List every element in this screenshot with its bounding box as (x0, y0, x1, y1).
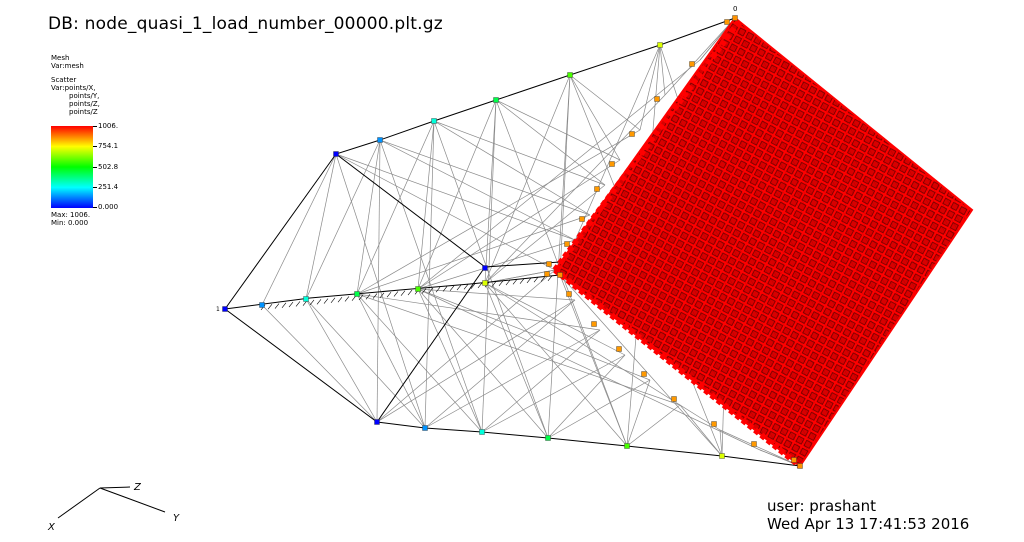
scatter-point (564, 241, 570, 247)
triad-x-label: X (47, 522, 56, 533)
color-bar-tick (93, 167, 97, 168)
scatter-point (479, 429, 485, 435)
scatter-point (689, 61, 695, 67)
mesh-outline (224, 17, 801, 467)
scatter-point (374, 419, 380, 425)
scatter-legend: Scatter Var:points/X, points/Y, points/Z… (51, 76, 100, 116)
scatter-point (641, 371, 647, 377)
timestamp-label: Wed Apr 13 17:41:53 2016 (767, 515, 970, 533)
color-bar-tick-label: 502.8 (98, 163, 119, 171)
scatter-legend-var-2: points/Y, (69, 92, 100, 100)
color-bar-tick (93, 207, 97, 208)
scatter-point (431, 118, 437, 124)
db-title: DB: node_quasi_1_load_number_00000.plt.g… (48, 14, 443, 34)
color-bar-tick (93, 187, 97, 188)
scatter-point (546, 261, 552, 267)
scatter-point (415, 286, 421, 292)
scatter-point (377, 137, 383, 143)
scatter-point (609, 161, 615, 167)
scatter-point (566, 291, 572, 297)
scatter-points (222, 15, 803, 469)
scatter-point (579, 216, 585, 222)
scatter-point (732, 15, 738, 21)
plot-footer: user: prashant Wed Apr 13 17:41:53 2016 (767, 497, 969, 533)
min-label: Min: 0.000 (51, 219, 89, 227)
scatter-point (333, 151, 339, 157)
mesh-legend-title: Mesh (51, 54, 70, 62)
triad-x-axis (57, 487, 101, 519)
color-bar (51, 126, 93, 208)
mesh-legend: Mesh Var:mesh (51, 54, 100, 70)
min-max-readout: Max: 1006. Min: 0.000 (51, 211, 90, 227)
scatter-point (303, 296, 309, 302)
color-bar-tick (93, 126, 97, 127)
color-bar-tick-label: 251.4 (98, 183, 119, 191)
scatter-point (482, 265, 488, 271)
scatter-point (711, 421, 717, 427)
point-label: 1 (216, 306, 220, 313)
scatter-point (422, 425, 428, 431)
scatter-point (751, 441, 757, 447)
scatter-point (591, 321, 597, 327)
scatter-point (557, 272, 563, 278)
scatter-point (719, 453, 725, 459)
scatter-legend-var-3: points/Z, (69, 100, 100, 108)
scatter-point (624, 443, 630, 449)
scatter-point (567, 72, 573, 78)
color-bar-tick-label: 0.000 (98, 203, 119, 211)
triad-y-label: Y (173, 513, 180, 524)
scatter-point (482, 280, 488, 286)
scatter-point (616, 346, 622, 352)
scatter-point (222, 306, 228, 312)
color-bar-tick-label: 754.1 (98, 142, 119, 150)
scatter-point (791, 457, 797, 463)
color-bar-tick (93, 146, 97, 147)
scatter-point (654, 96, 660, 102)
plot-legend: Mesh Var:mesh Scatter Var:points/X, poin… (51, 54, 100, 122)
scatter-point (671, 396, 677, 402)
scatter-point (724, 19, 730, 25)
color-bar-tick-label: 1006. (98, 122, 119, 130)
scatter-point (259, 302, 265, 308)
scatter-point (797, 463, 803, 469)
scatter-point (594, 186, 600, 192)
scatter-legend-var-1: Var:points/X, (51, 84, 96, 92)
triad-z-label: Z (133, 482, 142, 493)
color-bar-legend: 1006. 754.1 502.8 251.4 0.000 (51, 122, 131, 216)
max-label: Max: 1006. (51, 211, 91, 219)
triad-y-axis (99, 487, 166, 513)
scatter-point (629, 131, 635, 137)
scatter-point (545, 435, 551, 441)
user-label: user: prashant (767, 497, 877, 515)
corner-label: 0 (733, 5, 737, 13)
scatter-point (493, 97, 499, 103)
mesh-legend-var: Var:mesh (51, 62, 84, 70)
scatter-point (657, 42, 663, 48)
axis-triad (57, 486, 166, 519)
mesh-spine-hatch (260, 275, 553, 311)
scatter-point (544, 271, 550, 277)
triad-z-axis (99, 486, 131, 489)
scatter-legend-title: Scatter (51, 76, 77, 84)
refined-region (552, 16, 974, 469)
scatter-point (354, 291, 360, 297)
scatter-legend-var-4: points/Z (69, 108, 98, 116)
